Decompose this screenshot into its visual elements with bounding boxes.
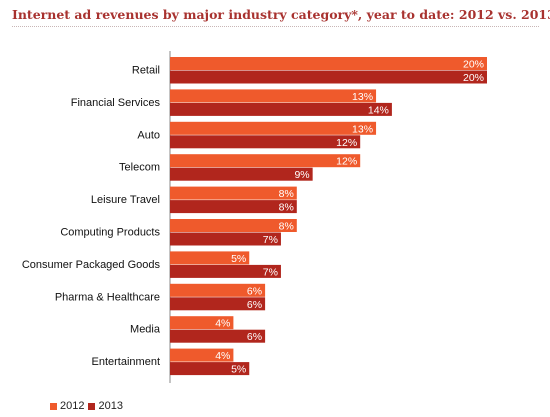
data-label-2013-financial-services: 14% [368,104,389,116]
bar-2013-consumer-packaged-goods [170,264,281,278]
bar-2013-entertainment [170,362,250,376]
legend-item-2013: 2013 [88,400,123,412]
category-label-leisure-travel: Leisure Travel [91,194,160,206]
data-label-2012-financial-services: 13% [352,91,373,103]
data-label-2012-pharma-healthcare: 6% [247,285,262,297]
title-divider [12,26,539,27]
bar-2013-financial-services [170,102,392,116]
data-label-2013-computing-products: 7% [263,234,278,246]
legend-swatch-2013 [88,402,96,410]
legend: 2012 2013 [50,400,127,412]
bar-2012-leisure-travel [170,186,297,200]
bar-2013-telecom [170,167,313,181]
bar-2013-retail [170,70,487,84]
category-label-financial-services: Financial Services [71,97,161,109]
category-label-retail: Retail [132,65,160,77]
bar-2012-pharma-healthcare [170,283,266,297]
bar-2013-computing-products [170,232,281,246]
data-label-2012-consumer-packaged-goods: 5% [231,253,246,265]
bar-2013-auto [170,135,361,149]
data-label-2013-pharma-healthcare: 6% [247,299,262,311]
data-label-2012-retail: 20% [463,59,484,71]
bar-2012-computing-products [170,219,297,232]
data-label-2013-consumer-packaged-goods: 7% [263,266,278,278]
bar-2012-consumer-packaged-goods [170,251,250,265]
legend-swatch-2012 [50,402,57,410]
legend-label-2013: 2013 [98,400,123,412]
category-label-media: Media [130,324,161,336]
data-label-2012-media: 4% [215,318,230,330]
bar-2012-entertainment [170,348,234,362]
chart-title: Internet ad revenues by major industry c… [12,7,550,22]
bar-2012-retail [170,57,487,70]
data-label-2012-computing-products: 8% [279,221,294,233]
legend-label-2012: 2012 [60,400,85,412]
data-label-2013-retail: 20% [463,72,484,84]
data-label-2012-telecom: 12% [336,156,357,168]
bar-2013-pharma-healthcare [170,297,266,311]
data-label-2013-media: 6% [247,331,262,343]
category-label-pharma-healthcare: Pharma & Healthcare [55,291,160,303]
bar-2012-media [170,316,234,330]
data-label-2013-leisure-travel: 8% [279,202,294,214]
category-label-entertainment: Entertainment [92,356,160,368]
category-label-computing-products: Computing Products [60,227,160,239]
data-label-2013-auto: 12% [336,137,357,149]
category-label-telecom: Telecom [119,162,160,174]
bar-2012-financial-services [170,89,377,103]
category-label-auto: Auto [137,129,160,141]
data-label-2013-entertainment: 5% [231,364,246,376]
data-label-2013-telecom: 9% [294,169,309,181]
data-label-2012-leisure-travel: 8% [279,188,294,200]
bar-2012-telecom [170,154,361,168]
bar-2013-leisure-travel [170,200,297,214]
bar-2012-auto [170,121,377,135]
bar-2013-media [170,329,266,343]
category-label-consumer-packaged-goods: Consumer Packaged Goods [22,259,161,271]
data-label-2012-auto: 13% [352,123,373,135]
data-label-2012-entertainment: 4% [215,350,230,362]
legend-item-2012: 2012 [50,400,84,412]
